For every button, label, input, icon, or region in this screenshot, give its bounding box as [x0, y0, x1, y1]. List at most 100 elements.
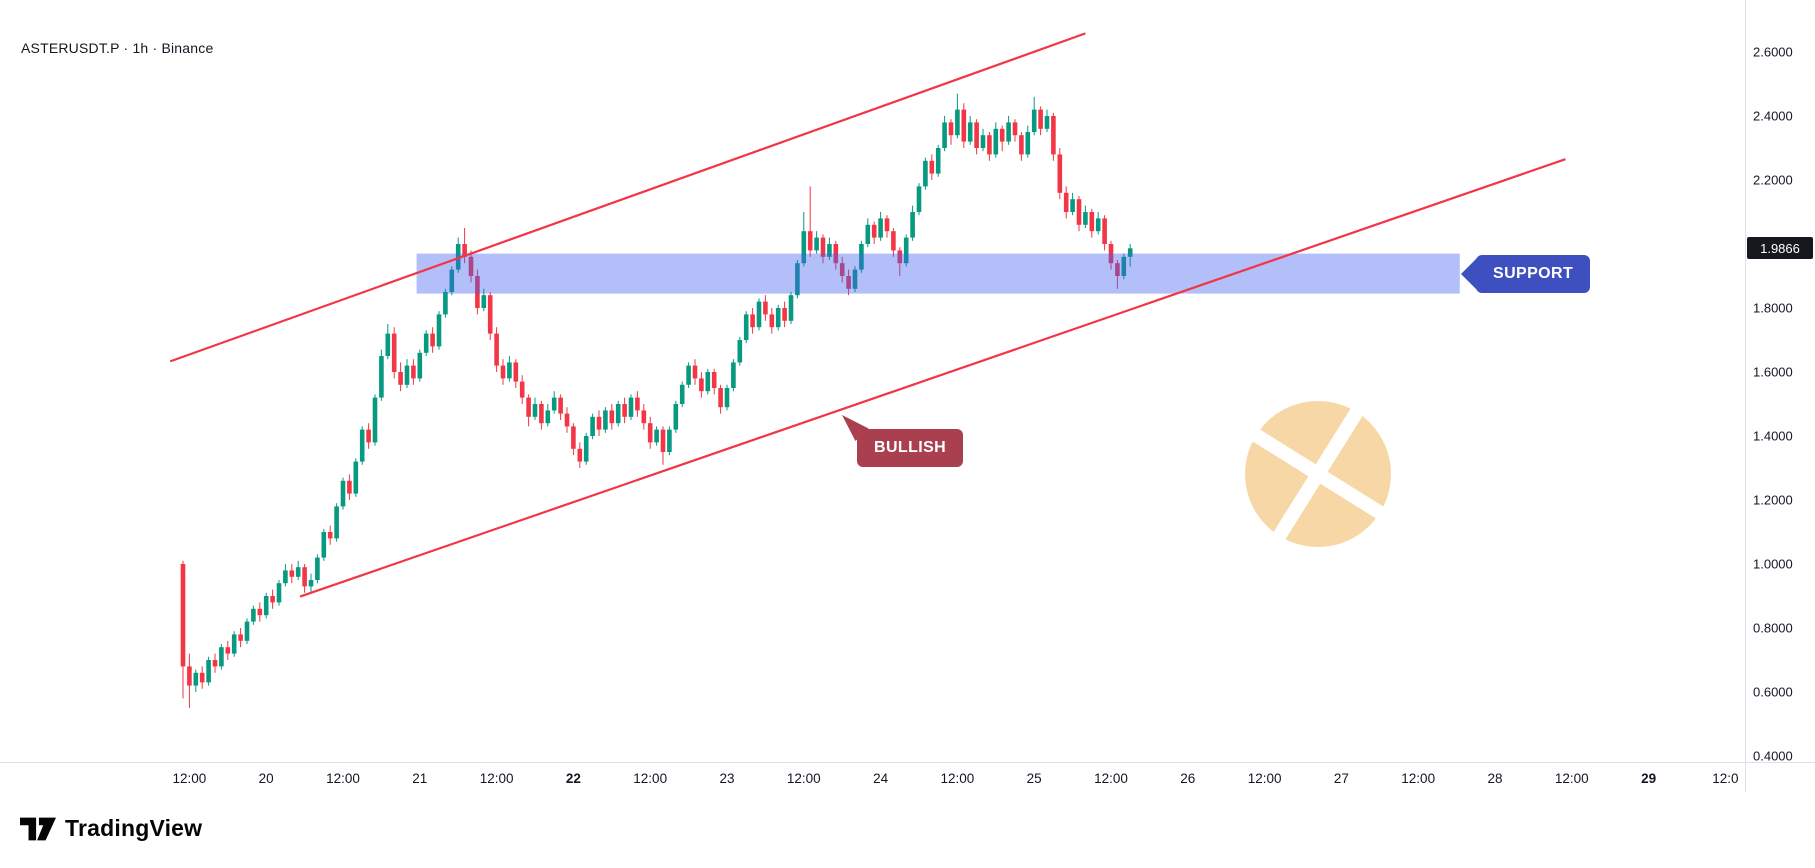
candle [788, 292, 794, 324]
candle [391, 327, 397, 379]
candle [507, 356, 512, 382]
candle [571, 423, 576, 456]
candle [270, 589, 275, 609]
candle [795, 260, 800, 299]
candle [910, 205, 915, 241]
candle [193, 669, 199, 692]
candle [884, 215, 890, 238]
candle [411, 359, 416, 385]
candle [366, 423, 371, 449]
candle [577, 442, 583, 468]
price-axis-label: 0.8000 [1753, 620, 1793, 636]
candle [859, 240, 864, 273]
candle [353, 458, 359, 497]
candlestick-chart[interactable] [0, 0, 1745, 762]
candle [980, 128, 986, 152]
candle [974, 119, 979, 155]
candle [743, 311, 749, 344]
candle [929, 154, 935, 180]
candle [225, 640, 231, 660]
candle [372, 394, 378, 446]
candle [654, 426, 659, 446]
candle [423, 330, 429, 356]
candle [935, 144, 941, 177]
candle [583, 432, 589, 465]
time-axis-label: 26 [1180, 771, 1196, 786]
candle [1038, 106, 1043, 136]
candle [1031, 96, 1037, 136]
candle [801, 212, 807, 267]
bullish-callout[interactable]: BULLISH [842, 415, 964, 467]
candle [603, 407, 608, 433]
candle [916, 183, 922, 216]
candle [955, 93, 960, 139]
candle [1057, 148, 1063, 200]
trendline-channel-upper[interactable] [169, 32, 1086, 363]
candle [455, 237, 461, 273]
candle [551, 391, 557, 414]
trendline-channel-lower[interactable] [299, 158, 1566, 598]
last-price-tag: 1.9866 [1747, 237, 1813, 260]
candle [756, 298, 762, 331]
candle [462, 228, 467, 264]
candle [615, 400, 621, 427]
candle [1063, 186, 1069, 219]
bullish-label: BULLISH [857, 429, 964, 467]
candle [699, 372, 704, 398]
price-axis-label: 1.0000 [1753, 556, 1793, 572]
candle [852, 266, 858, 292]
candle [385, 324, 391, 360]
candle [878, 212, 883, 241]
tradingview-logo[interactable]: TradingView [20, 815, 202, 842]
time-axis-label: 21 [412, 771, 428, 786]
candle [705, 368, 711, 395]
time-axis[interactable]: 12:00 20 12:00 21 12:00 22 12:00 23 12:00 24 12:00… [0, 763, 1745, 795]
time-axis-label: 29 [1641, 771, 1657, 786]
time-axis-label: 12:00 [1401, 771, 1436, 786]
candle [775, 304, 781, 331]
time-axis-label: 12:00 [940, 771, 975, 786]
support-callout[interactable]: SUPPORT [1461, 255, 1591, 293]
candle [820, 234, 826, 264]
candle [302, 564, 307, 593]
candle [289, 564, 295, 584]
candle [251, 605, 256, 625]
candle [1083, 205, 1088, 228]
candle [468, 250, 474, 283]
tradingview-logo-icon [20, 817, 56, 840]
candle [622, 397, 627, 424]
candle [212, 653, 218, 673]
candle [903, 234, 909, 267]
candle [782, 301, 787, 328]
price-axis[interactable]: 1.9866 2.6000 2.4000 2.2000 1.8000 1.6000 1.4… [1746, 0, 1815, 764]
price-axis-separator [1745, 0, 1746, 792]
candle [308, 573, 314, 593]
candle [187, 653, 192, 708]
candle [1019, 132, 1024, 161]
candle [238, 628, 243, 648]
candle [1025, 125, 1031, 158]
candle [679, 381, 685, 408]
candle [475, 269, 480, 315]
price-axis-label: 0.6000 [1753, 684, 1793, 700]
candle [487, 292, 493, 340]
candle [430, 327, 435, 353]
candle [417, 349, 423, 382]
candle [590, 413, 595, 440]
candle [967, 116, 973, 145]
candle [558, 394, 563, 420]
candle [359, 426, 365, 465]
time-axis-label: 12:00 [1247, 771, 1282, 786]
support-zone-rect[interactable] [416, 253, 1460, 294]
candle [942, 116, 947, 152]
price-axis-label: 0.4000 [1753, 748, 1793, 764]
candle [660, 426, 666, 465]
symbol-title[interactable]: ASTERUSDT.P · 1h · Binance [21, 40, 214, 56]
candle [833, 240, 839, 270]
candle [1127, 244, 1133, 267]
candle [1121, 253, 1127, 280]
candle [839, 256, 845, 283]
candle [1006, 116, 1011, 145]
candle [404, 359, 410, 388]
